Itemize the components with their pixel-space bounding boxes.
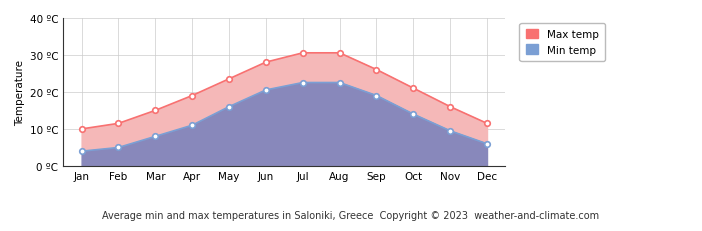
Legend: Max temp, Min temp: Max temp, Min temp (519, 24, 604, 62)
Y-axis label: Temperature: Temperature (15, 60, 25, 125)
Text: Average min and max temperatures in Saloniki, Greece  Copyright © 2023  weather-: Average min and max temperatures in Salo… (102, 210, 600, 220)
